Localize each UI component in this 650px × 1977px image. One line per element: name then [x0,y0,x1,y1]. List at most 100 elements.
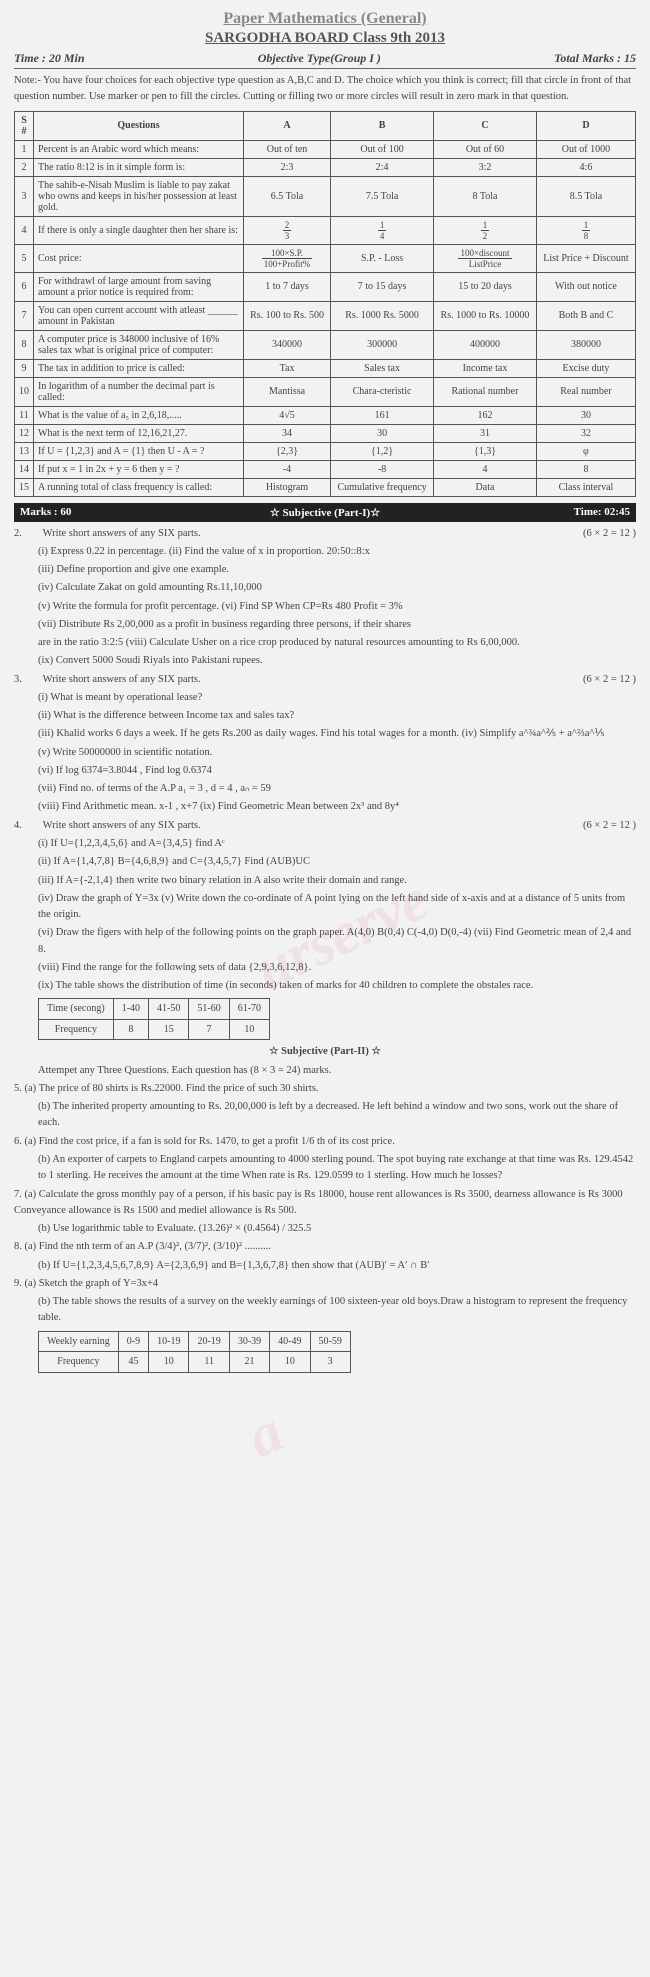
mcq-cell: In logarithm of a number the decimal par… [34,377,244,406]
mcq-cell: Out of 60 [434,140,537,158]
mcq-cell: 4 [15,216,34,244]
section-2-head: ☆ Subjective (Part-II) ☆ [14,1044,636,1060]
mcq-cell: 340000 [244,330,331,359]
mcq-cell: S.P. - Loss [331,244,434,272]
mcq-cell: 9 [15,359,34,377]
mcq-cell: For withdrawl of large amount from savin… [34,272,244,301]
mcq-cell: The ratio 8:12 is in it simple form is: [34,158,244,176]
question-head: 2. Write short answers of any SIX parts.… [14,526,636,542]
subj-line: (b) The table shows the results of a sur… [14,1294,636,1327]
data-table: Time (secong)1-4041-5051-6061-70Frequenc… [38,998,270,1040]
mcq-cell: 7.5 Tola [331,176,434,216]
subj-line: (i) If U={1,2,3,4,5,6} and A={3,4,5} fin… [14,836,636,852]
subj-line: (iv) Draw the graph of Y=3x (v) Write do… [14,891,636,924]
mcq-cell: 6.5 Tola [244,176,331,216]
data-cell: 50-59 [310,1331,350,1352]
data-cell: 15 [149,1019,189,1040]
data-cell: 45 [118,1352,148,1373]
subj-line: (ix) Convert 5000 Soudi Riyals into Paki… [14,653,636,669]
mcq-row: 4If there is only a single daughter then… [15,216,636,244]
mcq-cell: Cost price: [34,244,244,272]
data-cell: 51-60 [189,999,229,1020]
data-cell: 10 [270,1352,310,1373]
mcq-cell: Sales tax [331,359,434,377]
subj-line: (ix) The table shows the distribution of… [14,978,636,994]
mcq-cell: 300000 [331,330,434,359]
subj-line: (iv) Calculate Zakat on gold amounting R… [14,580,636,596]
mcq-cell: {2,3} [244,442,331,460]
data-cell: 10 [229,1019,269,1040]
mcq-cell: 11 [15,406,34,424]
mcq-cell: Excise duty [536,359,635,377]
data-cell: Frequency [39,1019,114,1040]
subj-line: (vi) Draw the figers with help of the fo… [14,925,636,958]
mcq-cell: 100×discountListPrice [434,244,537,272]
mcq-cell: 31 [434,424,537,442]
data-cell: 11 [189,1352,229,1373]
subj-line: (vi) If log 6374=3.8044 , Find log 0.637… [14,763,636,779]
mcq-cell: Rational number [434,377,537,406]
mcq-row: 2The ratio 8:12 is in it simple form is:… [15,158,636,176]
mcq-header: Questions [34,111,244,140]
mcq-cell: 30 [331,424,434,442]
data-cell: 3 [310,1352,350,1373]
mcq-cell: 3:2 [434,158,537,176]
subj-line: 6. (a) Find the cost price, if a fan is … [14,1134,636,1150]
mcq-cell: {1,2} [331,442,434,460]
mcq-cell: What is the next term of 12,16,21,27. [34,424,244,442]
data-cell: Time (secong) [39,999,114,1020]
subj-line: (v) Write 50000000 in scientific notatio… [14,745,636,761]
mcq-cell: Data [434,478,537,496]
data-cell: 7 [189,1019,229,1040]
time-right: Time: 02:45 [427,506,630,518]
mcq-cell: 10 [15,377,34,406]
mcq-cell: Cumulative frequency [331,478,434,496]
mcq-cell: What is the value of a₅ in 2,6,18,..... [34,406,244,424]
subj-line: (vii) Distribute Rs 2,00,000 as a profit… [14,617,636,633]
mcq-cell: 3 [15,176,34,216]
subj-line: (iii) Define proportion and give one exa… [14,562,636,578]
divider [14,68,636,69]
mcq-row: 7You can open current account with atlea… [15,301,636,330]
subj-line: (i) Express 0.22 in percentage. (ii) Fin… [14,544,636,560]
mcq-cell: 18 [536,216,635,244]
mcq-cell: Rs. 1000 to Rs. 10000 [434,301,537,330]
subj-line: (i) What is meant by operational lease? [14,690,636,706]
mcq-row: 8A computer price is 348000 inclusive of… [15,330,636,359]
data-cell: Frequency [39,1352,119,1373]
mcq-cell: 12 [434,216,537,244]
mcq-cell: Percent is an Arabic word which means: [34,140,244,158]
subj-line: (v) Write the formula for profit percent… [14,599,636,615]
subj-line: (iii) Khalid works 6 days a week. If he … [14,726,636,742]
mcq-cell: 2:4 [331,158,434,176]
mcq-cell: A computer price is 348000 inclusive of … [34,330,244,359]
mcq-cell: 12 [15,424,34,442]
section-bar: Marks : 60 ☆ Subjective (Part-I)☆ Time: … [14,503,636,522]
data-cell: 8 [113,1019,148,1040]
mcq-cell: 380000 [536,330,635,359]
mcq-cell: The sahib-e-Nisab Muslim is liable to pa… [34,176,244,216]
mcq-cell: Out of 1000 [536,140,635,158]
subj-line: 5. (a) The price of 80 shirts is Rs.2200… [14,1081,636,1097]
mcq-cell: 162 [434,406,537,424]
mcq-cell: 8 Tola [434,176,537,216]
mcq-cell: Both B and C [536,301,635,330]
mcq-cell: 30 [536,406,635,424]
mcq-cell: 2 [15,158,34,176]
mcq-cell: -4 [244,460,331,478]
mcq-cell: 32 [536,424,635,442]
mcq-cell: 14 [15,460,34,478]
data-cell: 0-9 [118,1331,148,1352]
mcq-cell: 13 [15,442,34,460]
subj-line: (vii) Find no. of terms of the A.P a₁ = … [14,781,636,797]
subj-line: 7. (a) Calculate the gross monthly pay o… [14,1187,636,1220]
mcq-cell: 8.5 Tola [536,176,635,216]
mcq-header: S # [15,111,34,140]
subj-line: 8. (a) Find the nth term of an A.P (3/4)… [14,1239,636,1255]
mcq-cell: Histogram [244,478,331,496]
mcq-cell: If put x = 1 in 2x + y = 6 then y = ? [34,460,244,478]
mcq-header: A [244,111,331,140]
mcq-cell: Out of ten [244,140,331,158]
marks-left: Marks : 60 [20,506,223,518]
mcq-cell: Rs. 100 to Rs. 500 [244,301,331,330]
